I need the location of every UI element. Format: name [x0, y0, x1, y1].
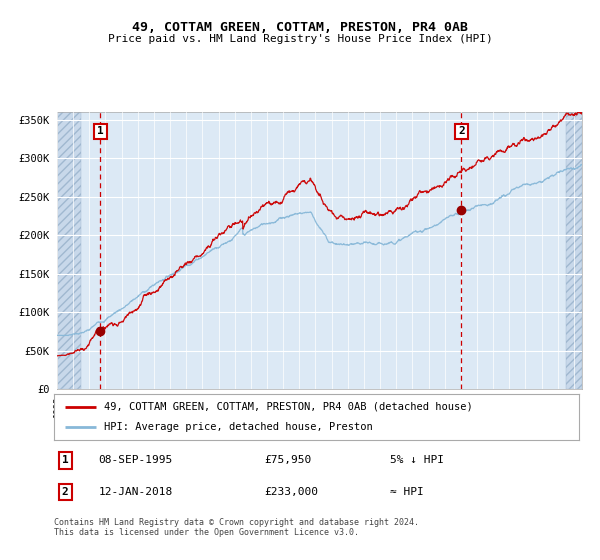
- Text: 49, COTTAM GREEN, COTTAM, PRESTON, PR4 0AB (detached house): 49, COTTAM GREEN, COTTAM, PRESTON, PR4 0…: [104, 402, 473, 412]
- Text: 49, COTTAM GREEN, COTTAM, PRESTON, PR4 0AB: 49, COTTAM GREEN, COTTAM, PRESTON, PR4 0…: [132, 21, 468, 34]
- Bar: [57, 112, 81, 389]
- Text: £233,000: £233,000: [264, 487, 318, 497]
- Text: 1: 1: [97, 127, 104, 137]
- Text: 08-SEP-1995: 08-SEP-1995: [98, 455, 173, 465]
- Text: ≈ HPI: ≈ HPI: [390, 487, 424, 497]
- Text: 2: 2: [458, 127, 465, 137]
- Bar: [566, 112, 582, 389]
- Text: 12-JAN-2018: 12-JAN-2018: [98, 487, 173, 497]
- Text: £75,950: £75,950: [264, 455, 311, 465]
- Bar: [57, 112, 81, 389]
- Text: 5% ↓ HPI: 5% ↓ HPI: [390, 455, 444, 465]
- Bar: [566, 112, 582, 389]
- Text: HPI: Average price, detached house, Preston: HPI: Average price, detached house, Pres…: [104, 422, 373, 432]
- Text: Price paid vs. HM Land Registry's House Price Index (HPI): Price paid vs. HM Land Registry's House …: [107, 34, 493, 44]
- Text: Contains HM Land Registry data © Crown copyright and database right 2024.
This d: Contains HM Land Registry data © Crown c…: [54, 518, 419, 538]
- Text: 1: 1: [62, 455, 68, 465]
- Text: 2: 2: [62, 487, 68, 497]
